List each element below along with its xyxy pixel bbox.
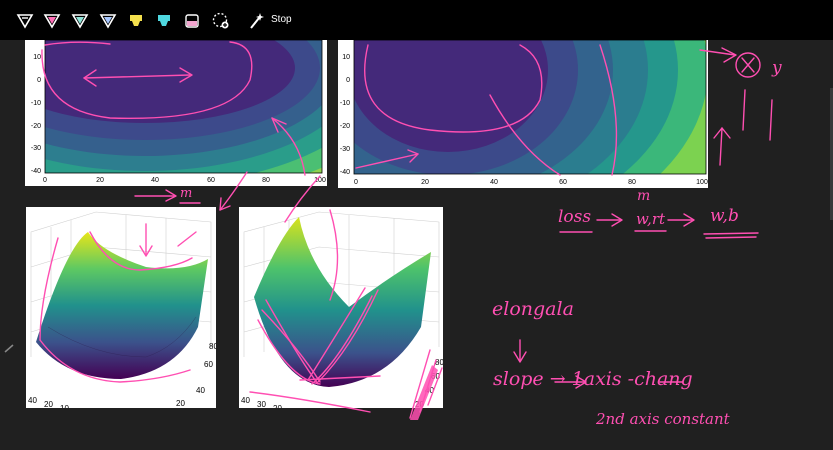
y-tick: -30: [340, 146, 350, 153]
y-tick: -20: [31, 123, 41, 130]
pen-teal-icon[interactable]: [70, 10, 90, 32]
axis-tick: 80: [435, 358, 443, 367]
surface-plot-right: 40 30 20 80 60 40 20: [239, 207, 443, 408]
x-tick: 20: [96, 177, 104, 184]
x-tick: 100: [314, 177, 326, 184]
axis-tick: 30: [257, 400, 266, 408]
annotation-toolbar: Stop: [0, 0, 833, 40]
surface-plot-left: 40 20 10 80 60 40 20: [26, 207, 216, 408]
pen-white-icon[interactable]: [15, 10, 35, 32]
scrollbar[interactable]: [830, 88, 833, 220]
highlighter-pink-icon[interactable]: [182, 10, 202, 32]
annotation-y: y: [772, 58, 782, 78]
x-tick: 20: [421, 179, 429, 186]
axis-tick: 20: [176, 399, 185, 408]
y-tick: -20: [340, 123, 350, 130]
x-tick: 100: [696, 179, 708, 186]
collapse-handle-icon[interactable]: [4, 338, 14, 353]
y-tick: 10: [33, 54, 41, 61]
contour-plot-right: 10 0 -10 -20 -30 -40 0 20 40 60 80 100: [338, 40, 708, 188]
x-tick: 60: [207, 177, 215, 184]
x-tick: 80: [262, 177, 270, 184]
annotation-loss: loss: [558, 207, 592, 227]
annotation-elongated: elongala: [492, 298, 574, 320]
axis-tick: 40: [196, 386, 205, 395]
axis-tick: 40: [241, 396, 250, 405]
annotation-wb: w,b: [710, 206, 739, 226]
stop-button[interactable]: Stop: [271, 14, 292, 25]
y-tick: 0: [346, 77, 350, 84]
annotation-m-under: m: [180, 186, 193, 201]
x-tick: 40: [151, 177, 159, 184]
highlighter-yellow-icon[interactable]: [126, 10, 146, 32]
annotation-second-axis: 2nd axis constant: [596, 410, 730, 428]
contour-plot-left: 10 0 -10 -20 -30 -40 0 20 40 60 80 100: [25, 40, 327, 186]
x-tick: 0: [43, 177, 47, 184]
annotation-m-top: m: [637, 188, 651, 204]
axis-tick: 60: [204, 360, 213, 369]
axis-tick: 40: [425, 386, 434, 395]
axis-tick: 60: [431, 372, 440, 381]
y-tick: -10: [31, 100, 41, 107]
axis-tick: 80: [209, 342, 216, 351]
annotation-wrt: w,rt: [636, 210, 666, 228]
axis-tick: 20: [44, 400, 53, 408]
x-tick: 40: [490, 179, 498, 186]
y-tick: -40: [31, 168, 41, 175]
axis-tick: 20: [273, 404, 282, 408]
y-tick: 10: [342, 54, 350, 61]
pen-pink-icon[interactable]: [42, 10, 62, 32]
magic-wand-icon[interactable]: [247, 10, 267, 32]
axis-tick: 40: [28, 396, 37, 405]
y-tick: -40: [340, 169, 350, 176]
axis-tick: 10: [60, 404, 69, 408]
annotation-slope: slope → 1axis -chang: [493, 368, 693, 390]
pen-blue-icon[interactable]: [98, 10, 118, 32]
y-tick: 0: [37, 77, 41, 84]
y-tick: -30: [31, 145, 41, 152]
x-tick: 0: [354, 179, 358, 186]
highlighter-cyan-icon[interactable]: [154, 10, 174, 32]
x-tick: 60: [559, 179, 567, 186]
lasso-eraser-icon[interactable]: [211, 10, 231, 32]
y-tick: -10: [340, 100, 350, 107]
axis-tick: 20: [415, 400, 424, 408]
x-tick: 80: [628, 179, 636, 186]
